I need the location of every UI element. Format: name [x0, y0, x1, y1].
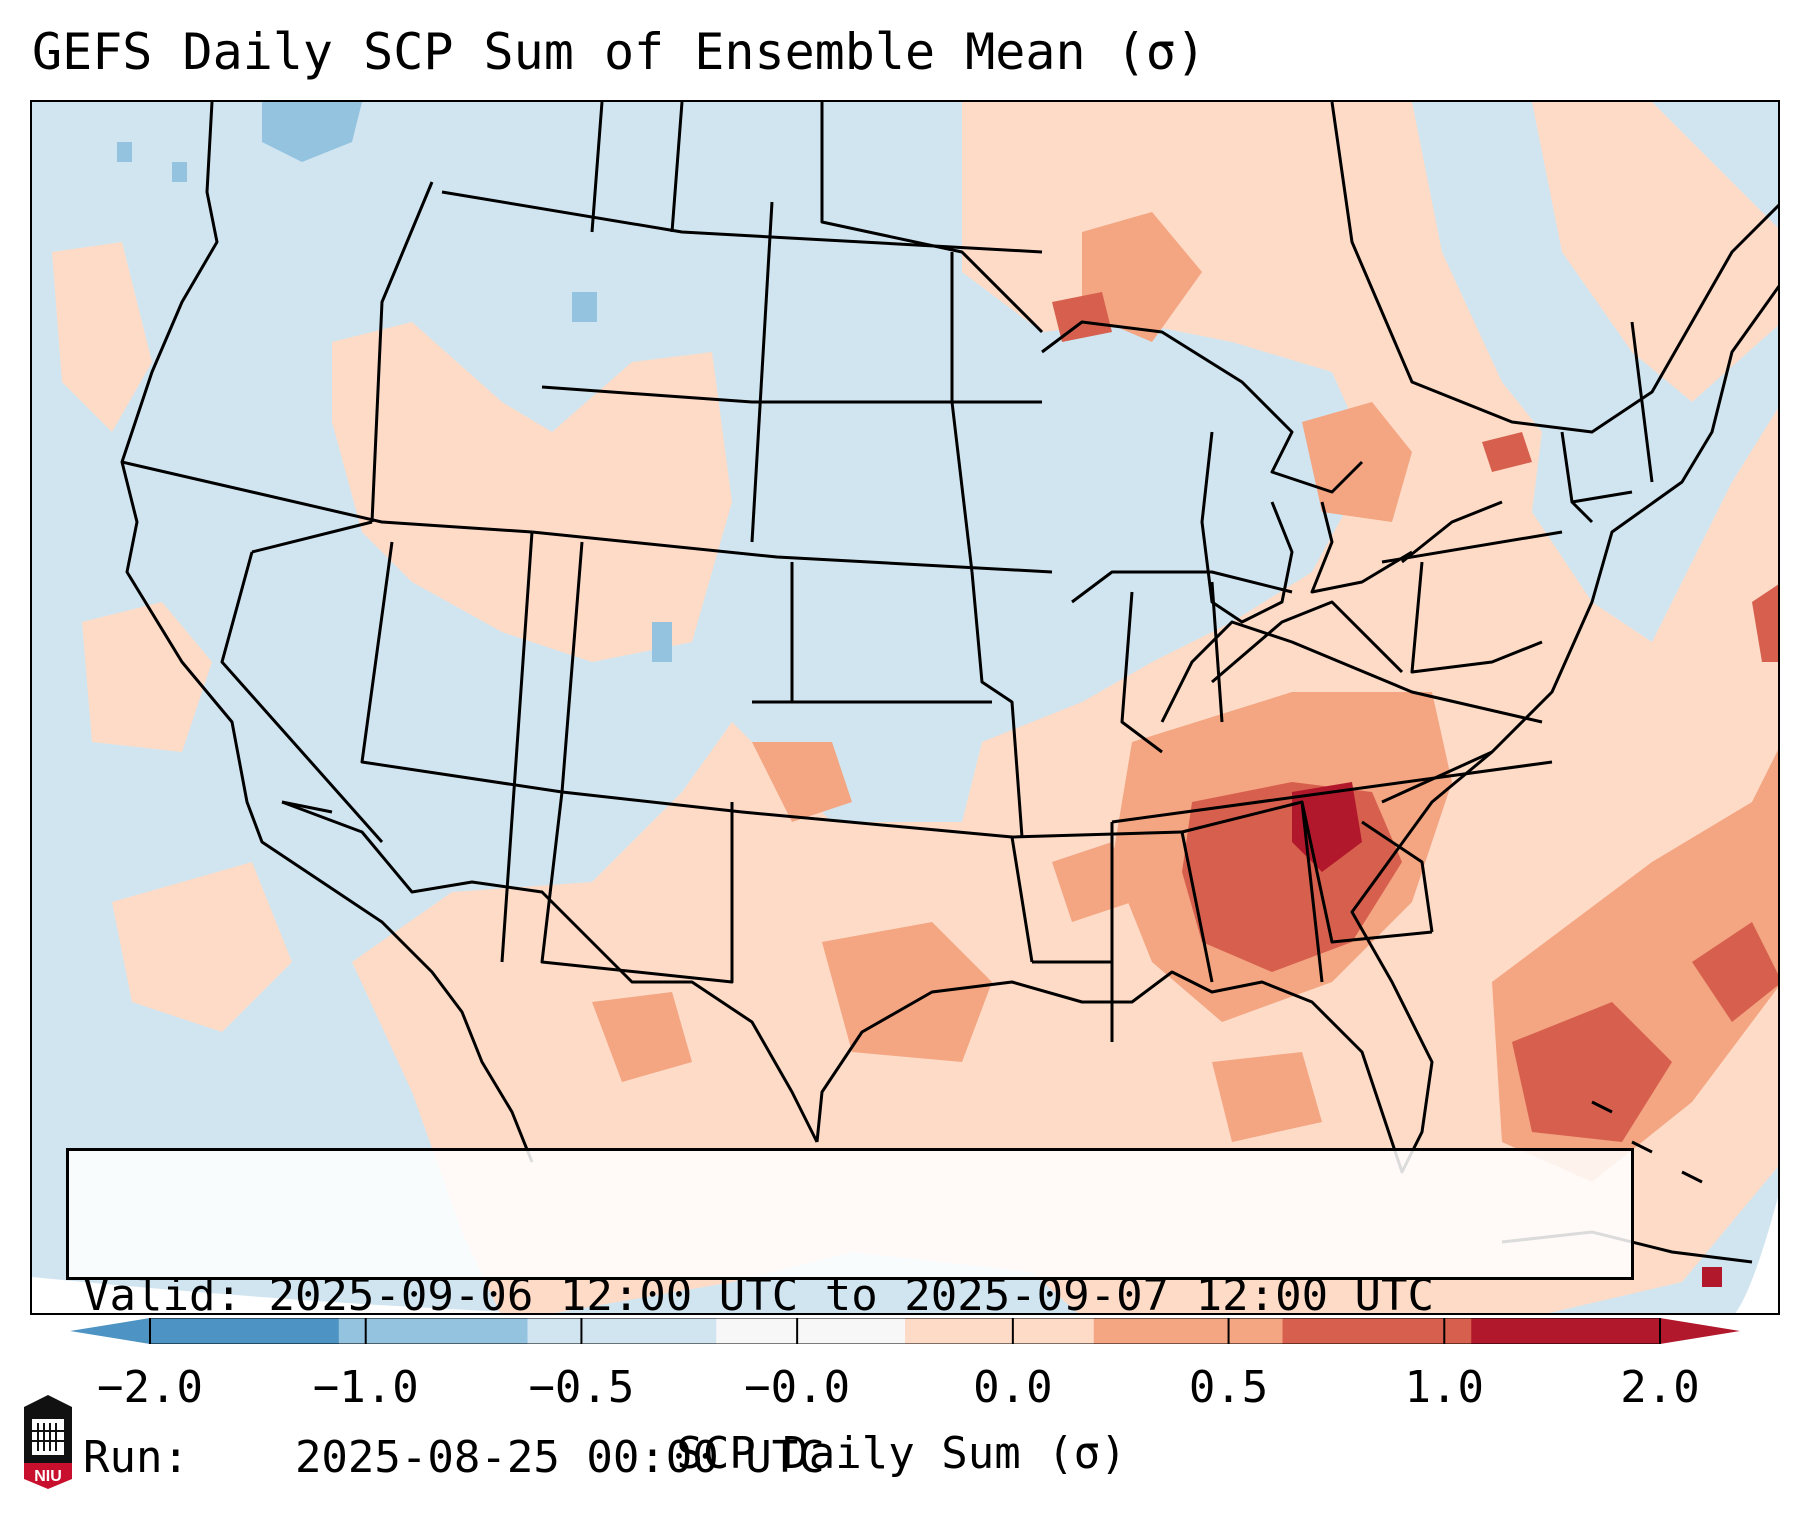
- colorbar-extend-low: [70, 1318, 150, 1344]
- colorbar-segments: [150, 1318, 1661, 1344]
- colorbar-tick-label: −0.0: [744, 1362, 851, 1413]
- map-panel: [30, 100, 1780, 1315]
- colorbar: [70, 1318, 1740, 1344]
- colorbar-tick-label: 0.0: [973, 1362, 1053, 1413]
- out-of-domain-corner: [32, 1277, 530, 1313]
- map-svg: [32, 102, 1778, 1313]
- run-label: Run:: [83, 1432, 189, 1483]
- run-value: 2025-08-25 00:00 UTC: [294, 1432, 825, 1483]
- run-line: Run: 2025-08-25 00:00 UTC: [83, 1431, 1631, 1485]
- colorbar-extend-high: [1660, 1318, 1740, 1344]
- logo-text: NIU: [34, 1468, 62, 1485]
- colorbar-segment: [716, 1318, 906, 1344]
- colorbar-tick-label: −0.5: [528, 1362, 635, 1413]
- positive-anomaly-light: [52, 102, 1778, 1313]
- colorbar-outline: [149, 1318, 1661, 1344]
- valid-label: Valid:: [83, 1270, 242, 1321]
- colorbar-label: SCP Daily Sum (σ): [676, 1428, 1127, 1479]
- colorbar-tick-label: 2.0: [1620, 1362, 1700, 1413]
- colorbar-segment: [905, 1318, 1095, 1344]
- colorbar-tick-label: 1.0: [1404, 1362, 1485, 1413]
- colorbar-segment: [1471, 1318, 1661, 1344]
- colorbar-tick-label: 0.5: [1188, 1362, 1269, 1413]
- chart-title: GEFS Daily SCP Sum of Ensemble Mean (σ): [32, 23, 1206, 81]
- valid-line: Valid: 2025-09-06 12:00 UTC to 2025-09-0…: [83, 1269, 1631, 1323]
- colorbar-tick-label: −1.0: [312, 1362, 419, 1413]
- colorbar-tick-label: −2.0: [97, 1362, 203, 1413]
- valid-run-info-box: Valid: 2025-09-06 12:00 UTC to 2025-09-0…: [66, 1148, 1634, 1483]
- colorbar-segment: [338, 1318, 528, 1344]
- positive-anomaly-extreme: [1292, 782, 1722, 1287]
- valid-value: 2025-09-06 12:00 UTC to 2025-09-07 12:00…: [268, 1270, 1435, 1321]
- boundaries: [120, 102, 1778, 1174]
- niu-logo: [24, 1395, 72, 1489]
- colorbar-segment: [150, 1318, 340, 1344]
- negative-anomaly-moderate: [117, 102, 672, 662]
- colorbar-segment: [1282, 1318, 1472, 1344]
- colorbar-segment: [1093, 1318, 1283, 1344]
- colorbar-segment: [527, 1318, 717, 1344]
